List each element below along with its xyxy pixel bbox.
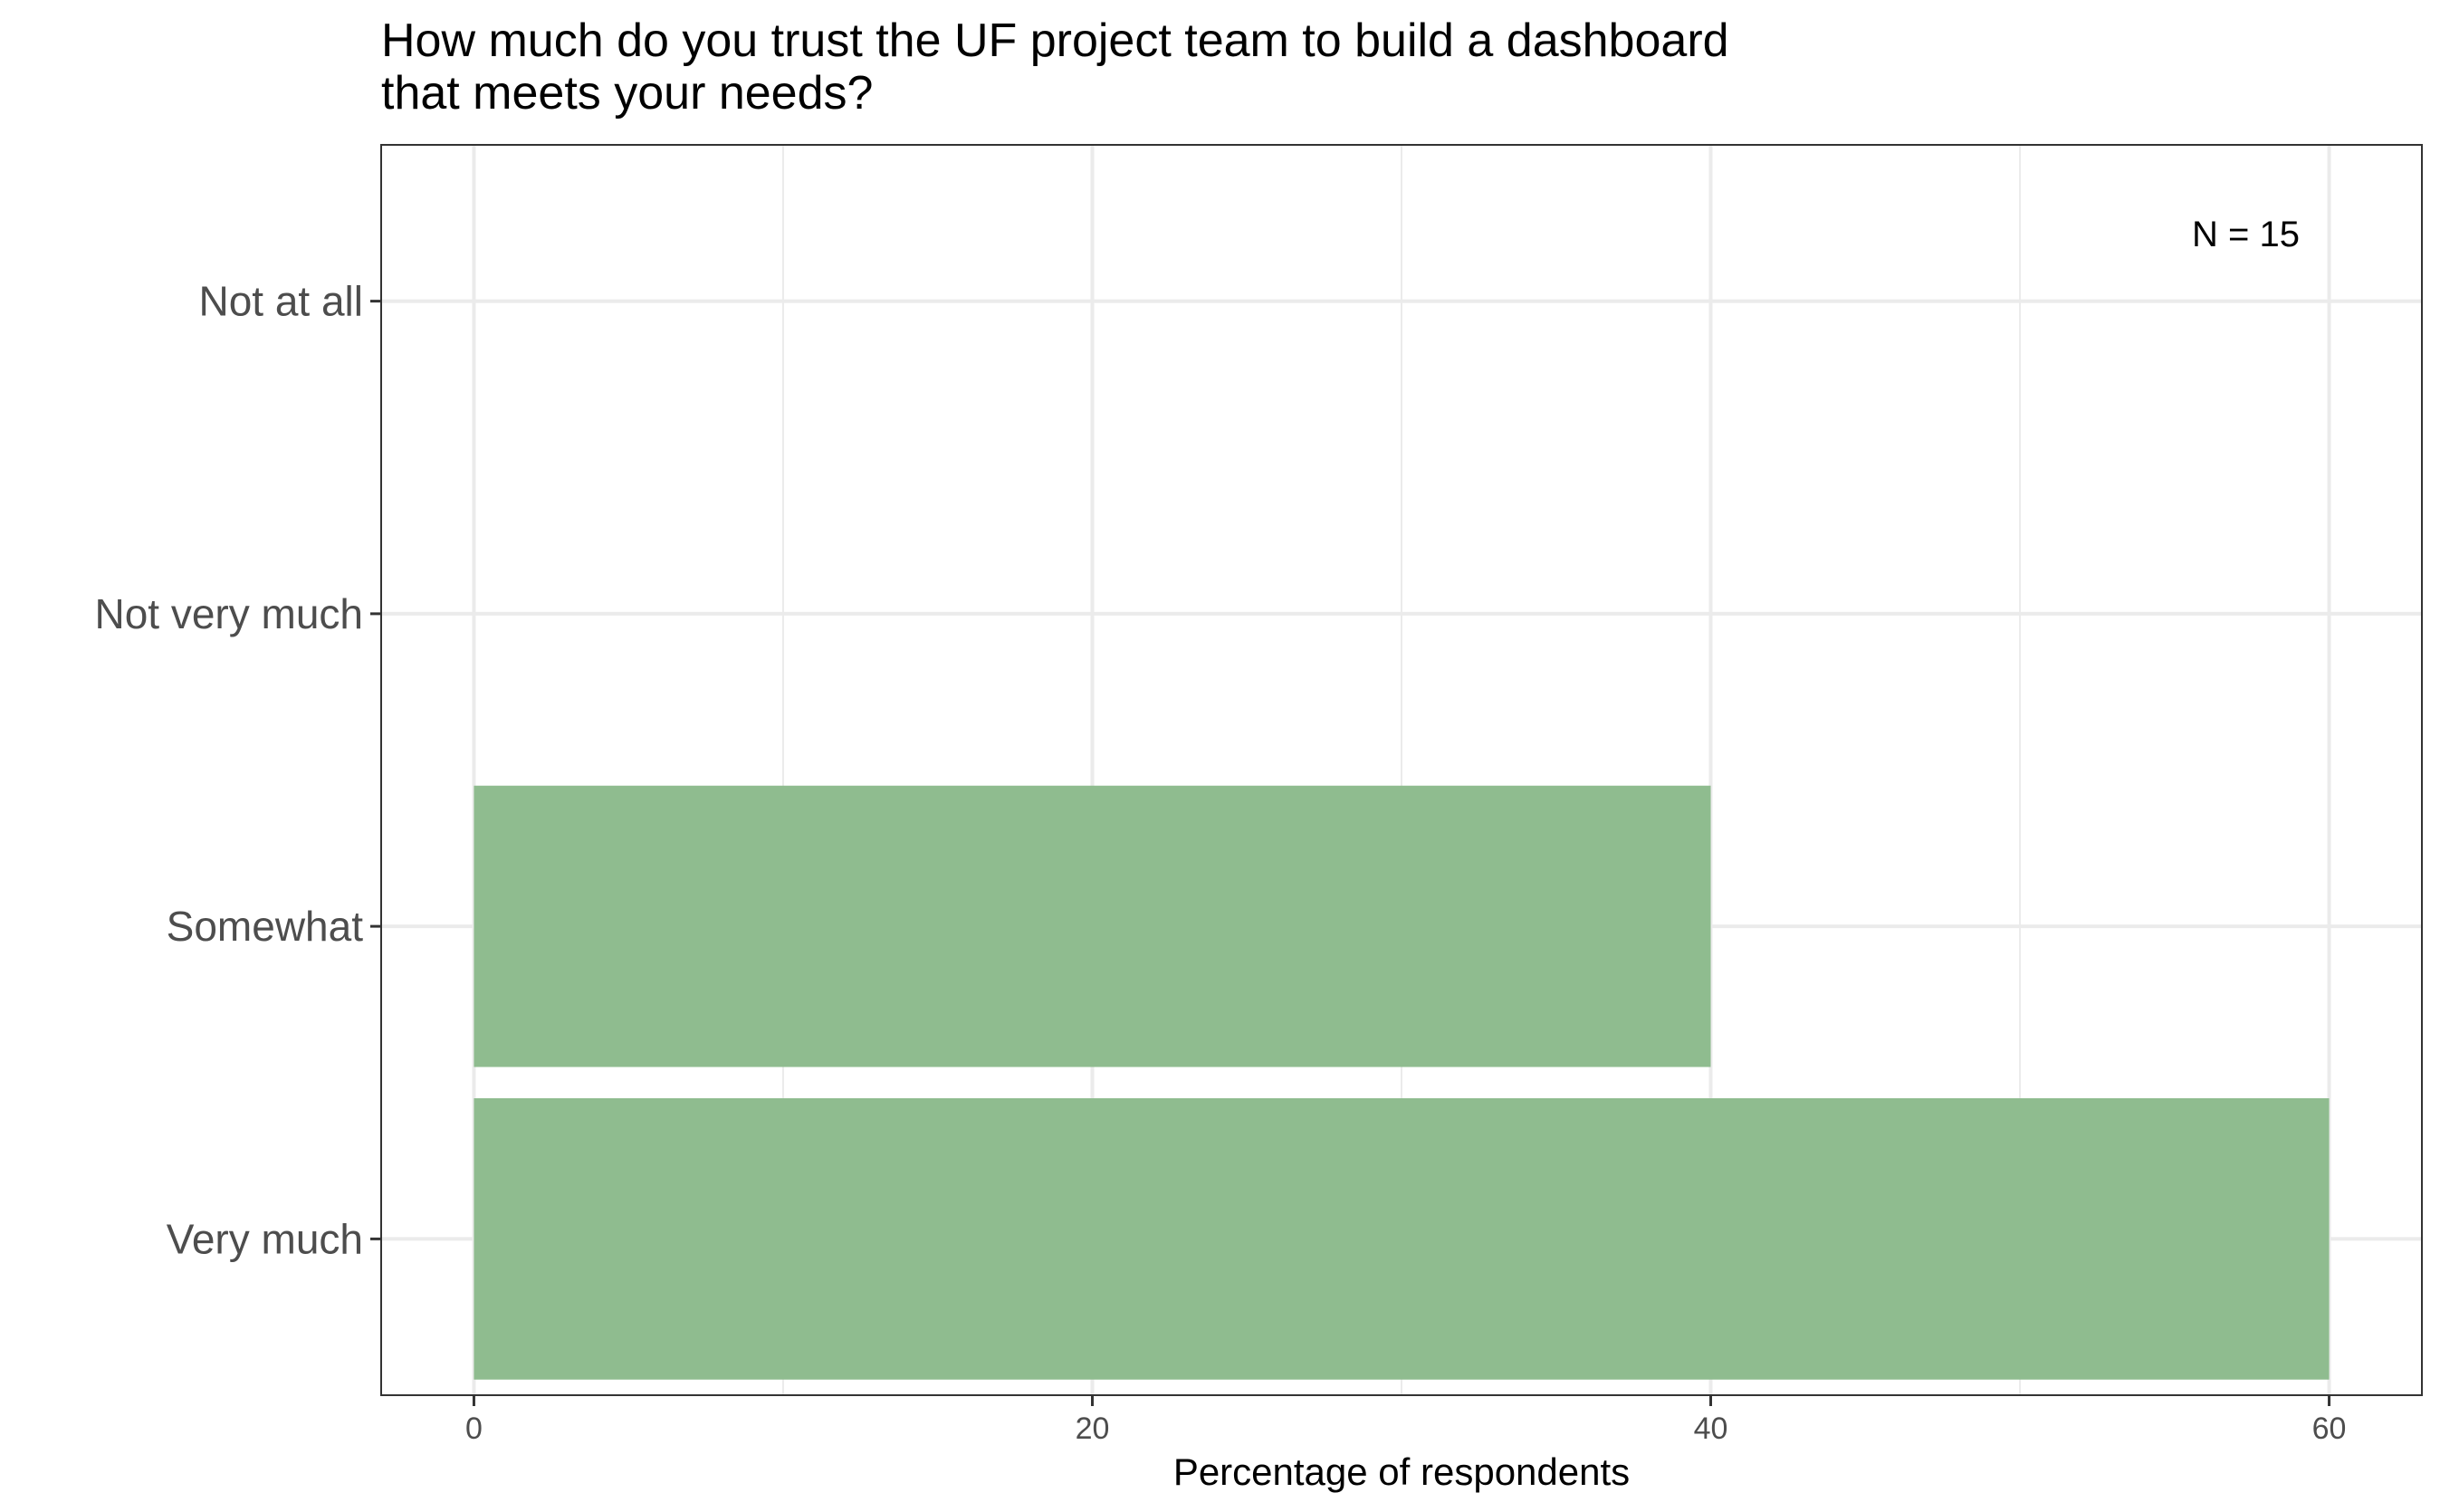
sample-size-annotation: N = 15 bbox=[2192, 215, 2300, 254]
panel-border bbox=[380, 144, 2423, 1396]
x-axis-title: Percentage of respondents bbox=[1173, 1450, 1630, 1493]
x-tick-label: 60 bbox=[2312, 1412, 2347, 1446]
x-tick-label: 20 bbox=[1076, 1412, 1110, 1446]
y-tick-label: Not at all bbox=[198, 278, 363, 325]
x-axis: 0 20 40 60 Percentage of respondents bbox=[465, 1395, 2346, 1493]
annotation-group: N = 15 bbox=[2192, 215, 2300, 254]
x-tick-label: 0 bbox=[465, 1412, 483, 1446]
chart-title-line: How much do you trust the UF project tea… bbox=[381, 14, 1729, 67]
chart-title-group: How much do you trust the UF project tea… bbox=[381, 14, 1729, 120]
bars bbox=[474, 785, 2330, 1380]
bar-somewhat bbox=[474, 785, 1711, 1067]
y-tick-label: Somewhat bbox=[167, 903, 364, 950]
y-tick-label: Very much bbox=[167, 1215, 363, 1262]
y-axis: Not at all Not very much Somewhat Very much bbox=[94, 278, 381, 1262]
x-tick-label: 40 bbox=[1694, 1412, 1728, 1446]
chart-title-line: that meets your needs? bbox=[381, 67, 873, 120]
y-tick-label: Not very much bbox=[94, 590, 363, 637]
plot-panel bbox=[380, 144, 2423, 1396]
bar-very-much bbox=[474, 1098, 2330, 1380]
